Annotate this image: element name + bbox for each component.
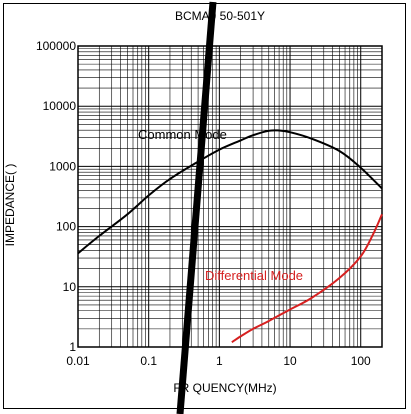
differential-mode-label: Differential Mode: [205, 268, 303, 283]
common-mode-label: Common Mode: [138, 127, 227, 142]
plot-border: [77, 45, 383, 348]
differential-mode-line: [231, 213, 383, 344]
y-tick-label: 1: [69, 340, 76, 354]
x-tick-label: 0.1: [140, 354, 157, 368]
x-axis-label: FR QUENCY(MHz): [173, 381, 276, 395]
x-tick-label: 0.01: [66, 354, 90, 368]
diagonal-marker-stroke: [176, 1, 217, 414]
series-layer: [77, 129, 383, 344]
y-tick-label: 10: [63, 280, 77, 294]
y-tick-label: 10000: [43, 99, 77, 113]
y-tick-label: 1000: [49, 159, 76, 173]
grid: [77, 46, 383, 348]
x-tick-label: 100: [351, 354, 371, 368]
chart-frame: [3, 3, 406, 409]
y-tick-label: 100: [56, 220, 76, 234]
y-tick-label: 100000: [36, 39, 76, 53]
y-axis-label: IMPEDANCE( ): [3, 164, 17, 247]
x-tick-label: 1: [216, 354, 223, 368]
tick-labels: 0.01 0.1 1 10 100 1 10 100 1000 10000 100000: [36, 39, 371, 368]
chart-title: BCMA9 50-501Y: [175, 9, 265, 23]
x-tick-label: 10: [283, 354, 297, 368]
common-mode-line: [77, 129, 383, 255]
